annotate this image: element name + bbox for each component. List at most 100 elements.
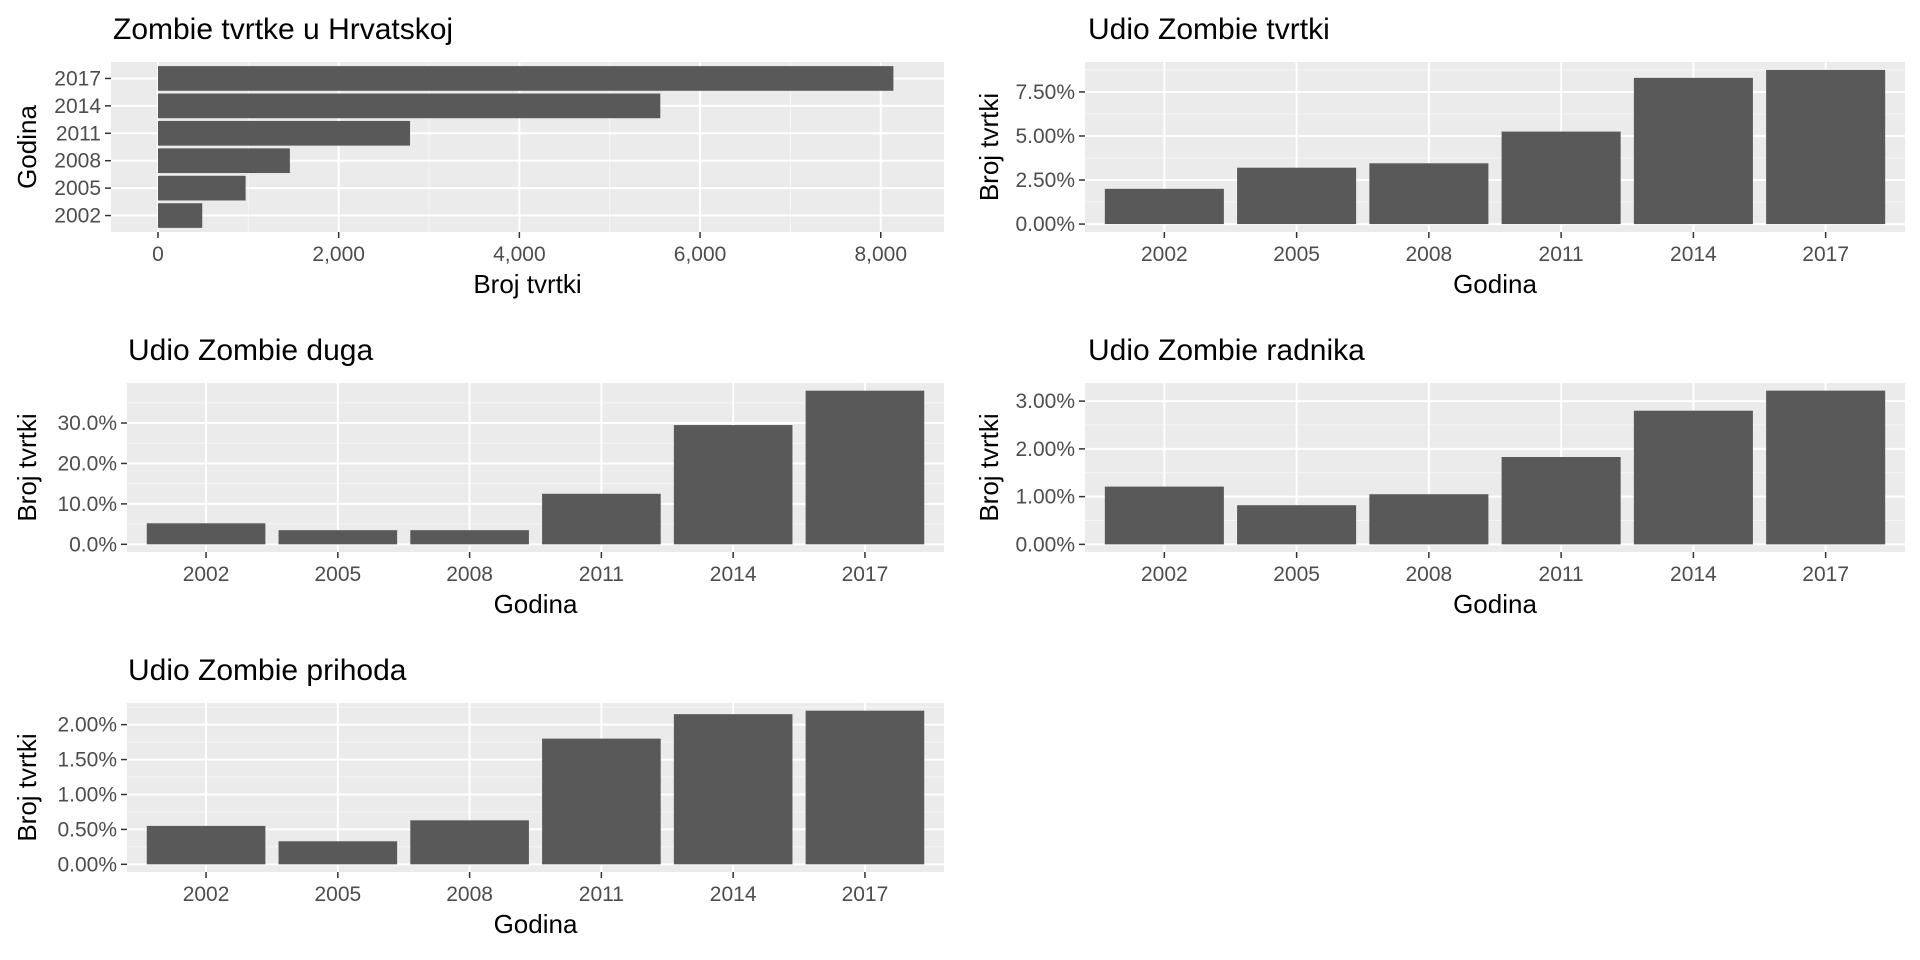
x-tick-label: 2014 [1670, 243, 1717, 266]
bar [673, 714, 793, 865]
x-tick-label: 2017 [842, 883, 889, 906]
panel-title: Udio Zombie radnika [1088, 334, 1365, 367]
x-tick-label: 8,000 [854, 243, 907, 266]
bar [146, 825, 266, 865]
x-tick-label: 2008 [1406, 243, 1453, 266]
y-tick-label: 1.00% [57, 783, 117, 806]
y-tick-label: 2002 [54, 205, 101, 228]
x-tick-label: 2017 [842, 563, 889, 586]
x-tick-label: 2011 [579, 563, 624, 586]
bar [1237, 167, 1357, 225]
x-axis-title: Godina [494, 589, 578, 619]
y-tick-label: 0.0% [69, 533, 117, 556]
x-tick-label: 2017 [1802, 563, 1849, 586]
bar [410, 820, 529, 865]
y-tick-label: 20.0% [57, 452, 117, 475]
y-tick-label: 0.00% [1015, 213, 1075, 236]
bar [410, 530, 529, 545]
bar [157, 120, 411, 146]
panel-share-firms: Udio Zombie tvrtki 0.00% 2.50% 5.00% 7.50% 20… [974, 13, 1905, 299]
bar [278, 530, 398, 545]
x-axis-title: Broj tvrtki [473, 269, 581, 299]
x-axis-title: Godina [1453, 269, 1537, 299]
y-tick-label: 0.00% [1015, 533, 1075, 556]
bar [278, 841, 398, 865]
bar [805, 710, 925, 865]
bar [1766, 390, 1886, 545]
bar [157, 175, 246, 201]
y-tick-label: 2014 [54, 95, 101, 118]
x-tick-label: 2014 [1670, 563, 1717, 586]
panel-title: Udio Zombie duga [128, 334, 373, 367]
bar [1501, 456, 1621, 545]
bar [1633, 77, 1753, 225]
x-tick-label: 2011 [1539, 243, 1584, 266]
x-tick-label: 2005 [314, 883, 361, 906]
bar [1237, 505, 1357, 545]
y-tick-label: 2011 [56, 122, 101, 145]
y-axis-title: Broj tvrtki [12, 413, 42, 521]
x-tick-label: 4,000 [493, 243, 546, 266]
x-tick-label: 2002 [1141, 563, 1188, 586]
bar [1369, 163, 1489, 225]
x-tick-label: 6,000 [674, 243, 727, 266]
bar [673, 425, 793, 545]
y-tick-label: 2.00% [57, 714, 117, 737]
x-tick-label: 2005 [1273, 243, 1320, 266]
y-axis-title: Godina [12, 105, 42, 189]
y-tick-label: 1.50% [57, 749, 117, 772]
panel-title: Zombie tvrtke u Hrvatskoj [113, 13, 453, 46]
bar [1369, 494, 1489, 545]
x-tick-label: 2014 [710, 883, 757, 906]
x-tick-label: 2017 [1802, 243, 1849, 266]
y-axis-title: Broj tvrtki [974, 93, 1004, 201]
y-tick-label: 2008 [54, 150, 101, 173]
bar [542, 493, 661, 545]
bar [146, 523, 266, 545]
x-tick-label: 2002 [183, 563, 230, 586]
x-axis-title: Godina [1453, 589, 1537, 619]
y-tick-label: 7.50% [1015, 81, 1075, 104]
y-tick-label: 1.00% [1015, 486, 1075, 509]
panel-share-workers: Udio Zombie radnika 0.00% 1.00% 2.00% 3.00% 2… [974, 334, 1905, 619]
y-tick-label: 2005 [54, 177, 101, 200]
bar [1633, 410, 1753, 545]
x-tick-label: 0 [152, 243, 164, 266]
bar [1104, 486, 1224, 545]
x-tick-label: 2,000 [312, 243, 365, 266]
y-tick-label: 2.50% [1015, 169, 1075, 192]
bar [157, 93, 661, 119]
y-tick-label: 10.0% [57, 493, 117, 516]
x-tick-label: 2011 [1539, 563, 1584, 586]
y-tick-label: 30.0% [57, 412, 117, 435]
x-tick-label: 2005 [314, 563, 361, 586]
y-tick-label: 0.50% [57, 818, 117, 841]
bar [805, 390, 925, 545]
bar [1104, 188, 1224, 225]
x-tick-label: 2008 [1406, 563, 1453, 586]
bar [157, 66, 894, 91]
y-tick-label: 2017 [54, 67, 101, 90]
x-tick-label: 2002 [183, 883, 230, 906]
bar [157, 203, 203, 228]
y-axis-title: Broj tvrtki [974, 413, 1004, 521]
panel-zombie-count: Zombie tvrtke u Hrvatskoj 2002 2005 2008 201… [12, 13, 944, 299]
panel-share-revenue: Udio Zombie prihoda 0.00% 0.50% 1.00% 1.50% 2… [12, 654, 944, 939]
x-tick-label: 2011 [579, 883, 624, 906]
panel-title: Udio Zombie tvrtki [1088, 13, 1330, 46]
bar [542, 738, 661, 865]
y-tick-label: 5.00% [1015, 125, 1075, 148]
x-tick-label: 2008 [446, 563, 493, 586]
panel-share-debt: Udio Zombie duga 0.0% 10.0% 20.0% 30.0% 2002 2… [12, 334, 944, 619]
x-tick-label: 2008 [446, 883, 493, 906]
bar [157, 148, 290, 174]
x-tick-label: 2005 [1273, 563, 1320, 586]
y-tick-label: 0.00% [57, 853, 117, 876]
bar [1501, 131, 1621, 225]
bar [1766, 69, 1886, 225]
y-tick-label: 2.00% [1015, 438, 1075, 461]
y-axis-title: Broj tvrtki [12, 733, 42, 841]
panel-title: Udio Zombie prihoda [128, 654, 407, 687]
y-tick-label: 3.00% [1015, 390, 1075, 413]
